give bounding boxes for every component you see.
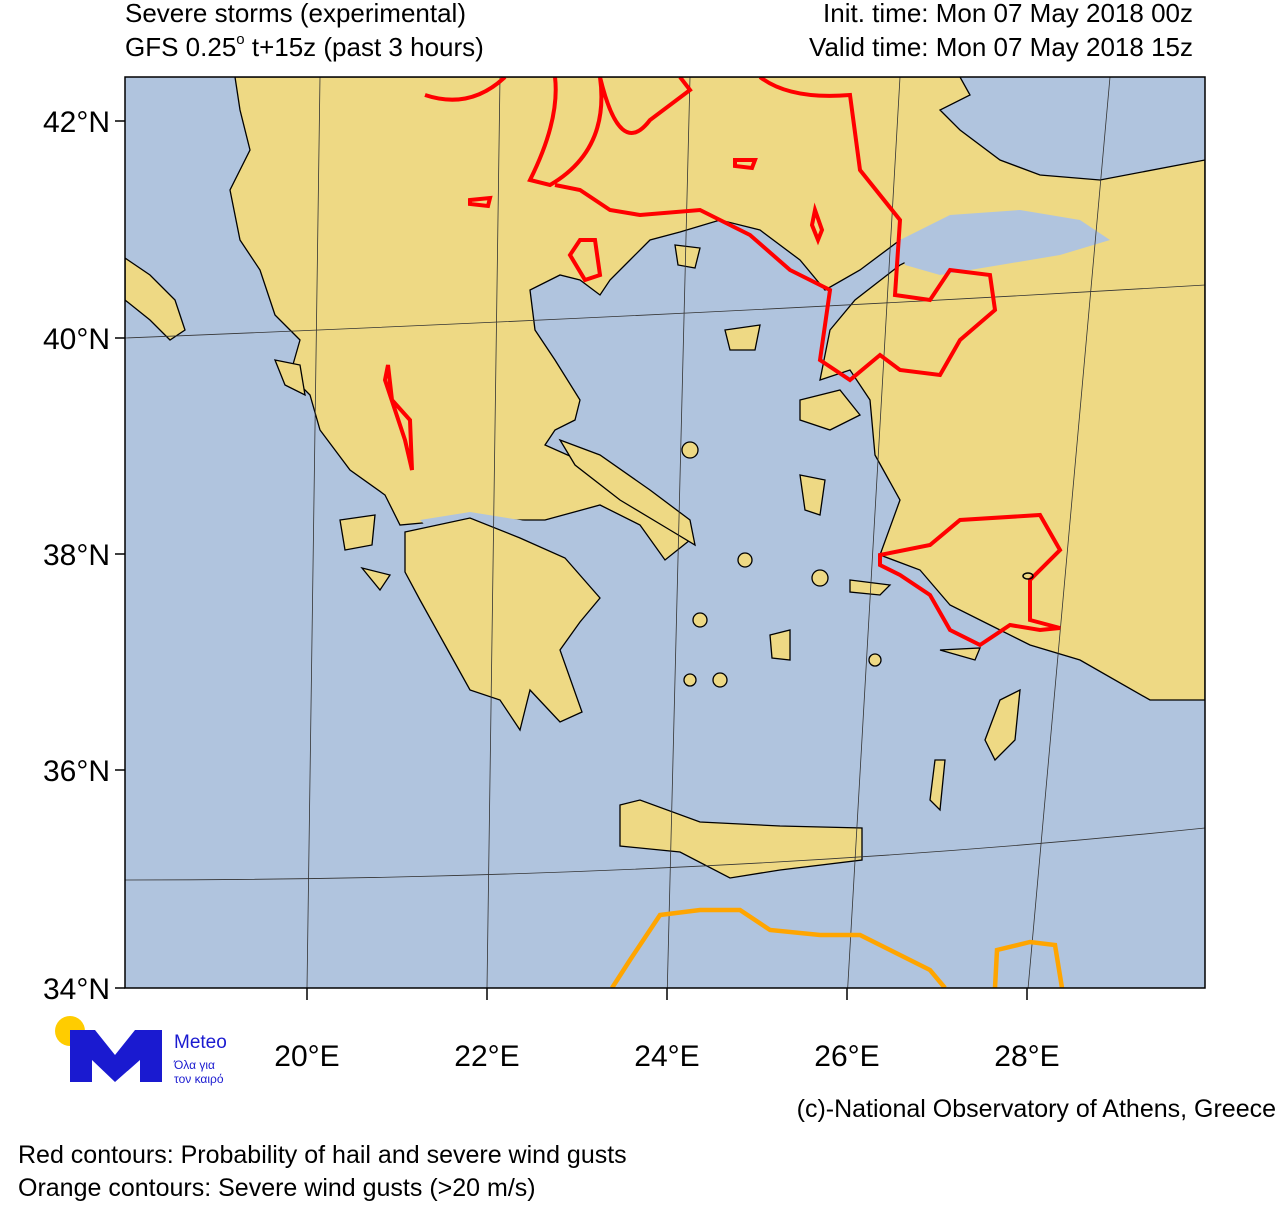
map-frame — [124, 76, 1206, 989]
island — [681, 441, 699, 459]
lat-label: 34°N — [43, 973, 110, 1006]
legend-red: Red contours: Probability of hail and se… — [18, 1141, 627, 1169]
lat-label: 40°N — [43, 323, 110, 356]
samos — [849, 579, 892, 596]
island — [737, 552, 753, 568]
logo-name: Meteo — [174, 1032, 227, 1053]
kos — [939, 647, 981, 661]
logo: Meteo Όλα για τον καιρό — [55, 1016, 227, 1086]
rhodes — [984, 688, 1021, 762]
karpathos — [929, 759, 946, 812]
grid-line — [125, 77, 1205, 988]
legend-orange: Orange contours: Severe wind gusts (>20 … — [18, 1174, 536, 1202]
island — [868, 653, 882, 667]
title: Severe storms (experimental) — [125, 0, 466, 28]
lat-label: 36°N — [43, 755, 110, 788]
valid-time: Valid time: Mon 07 May 2018 15z — [809, 32, 1193, 62]
red-contour — [424, 77, 998, 383]
lon-label: 28°E — [994, 1040, 1059, 1073]
map: 42°N 40°N 38°N 36°N 34°N 20°E 22°E 24°E 26°E 28°E — [43, 76, 1206, 1073]
kefalonia — [339, 514, 376, 551]
island — [712, 672, 728, 688]
axis-ticks: 42°N 40°N 38°N 36°N 34°N 20°E 22°E 24°E 26°E 28°E — [43, 106, 1060, 1073]
model: GFS 0.25 — [125, 32, 236, 62]
logo-tagline: Όλα για — [173, 1058, 215, 1072]
zakynthos — [360, 566, 392, 592]
orange-contour — [610, 907, 1065, 988]
red-contour — [382, 158, 1063, 648]
lon-label: 26°E — [814, 1040, 879, 1073]
marmara — [900, 210, 1110, 275]
evia — [558, 438, 696, 547]
logo-mark — [70, 1030, 162, 1082]
corfu — [273, 359, 306, 397]
lon-label: 20°E — [274, 1040, 339, 1073]
italy — [125, 257, 186, 341]
island — [811, 569, 829, 587]
chios — [799, 474, 826, 516]
model-rest: t+15z (past 3 hours) — [245, 32, 484, 62]
thasos — [674, 244, 701, 269]
model-info: GFS 0.25o t+15z (past 3 hours) — [125, 31, 484, 62]
contour — [1022, 572, 1034, 580]
model-sup: o — [236, 31, 244, 48]
crete — [619, 799, 863, 879]
island — [683, 673, 697, 687]
lesbos — [799, 389, 862, 431]
island — [692, 612, 708, 628]
lon-label: 22°E — [454, 1040, 519, 1073]
lemnos — [724, 324, 761, 351]
init-time: Init. time: Mon 07 May 2018 00z — [823, 0, 1193, 28]
peloponnese — [404, 517, 601, 732]
lat-label: 38°N — [43, 539, 110, 572]
logo-tagline: τον καιρό — [174, 1072, 224, 1086]
lat-label: 42°N — [43, 106, 110, 139]
lon-label: 24°E — [634, 1040, 699, 1073]
credit: (c)-National Observatory of Athens, Gree… — [797, 1095, 1276, 1123]
naxos — [769, 629, 791, 661]
